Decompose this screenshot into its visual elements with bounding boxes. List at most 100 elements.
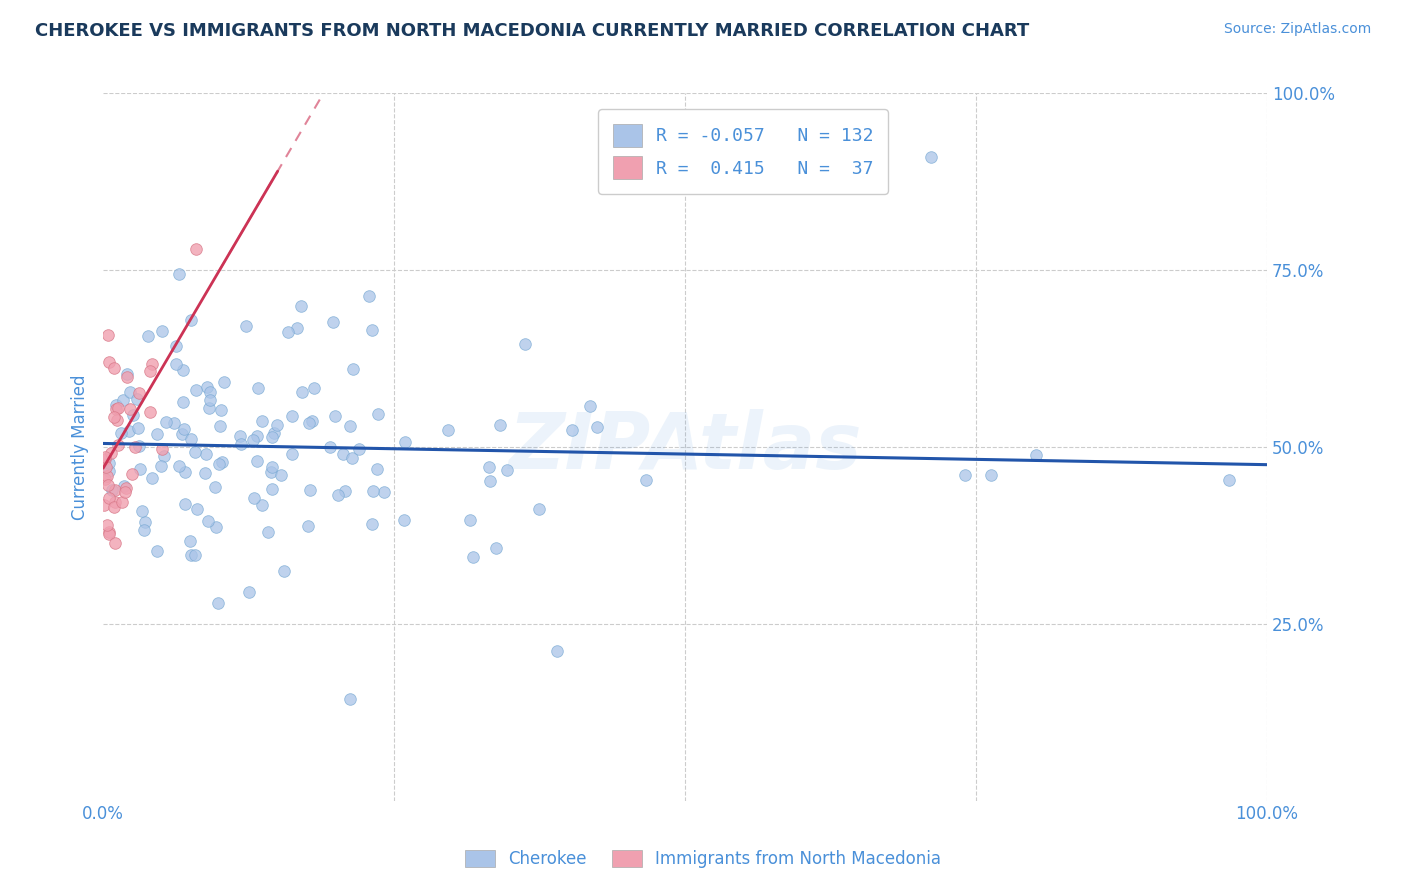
- Point: [246, 380, 269, 394]
- Point: [112, 479, 135, 493]
- Point: [97, 524, 120, 539]
- Point: [636, 473, 658, 487]
- Point: [205, 520, 228, 534]
- Point: [121, 408, 143, 422]
- Point: [197, 514, 219, 528]
- Text: CHEROKEE VS IMMIGRANTS FROM NORTH MACEDONIA CURRENTLY MARRIED CORRELATION CHART: CHEROKEE VS IMMIGRANTS FROM NORTH MACEDO…: [35, 22, 1029, 40]
- Point: [198, 384, 221, 399]
- Point: [180, 432, 202, 446]
- Point: [953, 467, 976, 482]
- Point: [458, 513, 481, 527]
- Point: [366, 462, 388, 476]
- Point: [260, 430, 283, 444]
- Point: [94, 450, 117, 465]
- Point: [529, 502, 551, 516]
- Point: [124, 440, 146, 454]
- Point: [250, 498, 273, 512]
- Point: [243, 491, 266, 505]
- Point: [339, 419, 361, 434]
- Point: [246, 428, 269, 442]
- Point: [262, 460, 284, 475]
- Point: [150, 324, 173, 338]
- Point: [121, 467, 143, 481]
- Point: [98, 491, 121, 505]
- Point: [246, 454, 269, 468]
- Point: [195, 447, 218, 461]
- Point: [301, 414, 323, 428]
- Point: [586, 420, 609, 434]
- Point: [463, 550, 485, 565]
- Point: [163, 416, 186, 430]
- Point: [359, 289, 381, 303]
- Point: [173, 497, 195, 511]
- Legend: R = -0.057   N = 132, R =  0.415   N =  37: R = -0.057 N = 132, R = 0.415 N = 37: [599, 110, 889, 194]
- Point: [117, 369, 139, 384]
- Point: [332, 446, 354, 460]
- Point: [546, 643, 568, 657]
- Point: [578, 399, 600, 413]
- Point: [235, 318, 257, 333]
- Point: [347, 442, 370, 456]
- Point: [197, 380, 219, 394]
- Point: [111, 495, 134, 509]
- Point: [328, 488, 350, 502]
- Point: [485, 541, 508, 556]
- Point: [323, 409, 346, 424]
- Point: [360, 323, 382, 337]
- Point: [184, 549, 207, 563]
- Point: [139, 364, 162, 378]
- Point: [436, 423, 458, 437]
- Point: [342, 362, 364, 376]
- Point: [96, 460, 118, 475]
- Point: [231, 437, 253, 451]
- Point: [260, 483, 283, 497]
- Point: [198, 393, 221, 408]
- Point: [141, 357, 163, 371]
- Point: [94, 451, 117, 466]
- Point: [180, 548, 202, 562]
- Point: [179, 534, 201, 549]
- Point: [129, 462, 152, 476]
- Point: [132, 523, 155, 537]
- Point: [394, 513, 416, 527]
- Point: [211, 455, 233, 469]
- Point: [513, 337, 536, 351]
- Point: [361, 483, 384, 498]
- Point: [167, 459, 190, 474]
- Point: [101, 483, 124, 497]
- Point: [120, 402, 142, 417]
- Point: [173, 466, 195, 480]
- Point: [104, 402, 127, 417]
- Point: [361, 517, 384, 532]
- Point: [127, 392, 149, 406]
- Point: [155, 415, 177, 429]
- Point: [165, 339, 187, 353]
- Point: [333, 483, 356, 498]
- Point: [103, 409, 125, 424]
- Point: [104, 483, 127, 497]
- Point: [131, 504, 153, 518]
- Point: [165, 357, 187, 371]
- Point: [367, 408, 389, 422]
- Point: [250, 414, 273, 428]
- Point: [97, 328, 120, 343]
- Point: [373, 485, 395, 500]
- Point: [114, 485, 136, 500]
- Point: [478, 460, 501, 475]
- Point: [281, 409, 304, 424]
- Point: [322, 315, 344, 329]
- Point: [186, 502, 208, 516]
- Point: [114, 482, 136, 496]
- Point: [105, 398, 128, 412]
- Point: [120, 385, 142, 400]
- Point: [146, 544, 169, 558]
- Point: [186, 242, 208, 256]
- Point: [277, 325, 299, 339]
- Point: [242, 434, 264, 448]
- Point: [209, 403, 232, 417]
- Point: [229, 429, 252, 443]
- Point: [291, 385, 314, 400]
- Point: [561, 423, 583, 437]
- Y-axis label: Currently Married: Currently Married: [72, 375, 89, 520]
- Point: [96, 468, 118, 483]
